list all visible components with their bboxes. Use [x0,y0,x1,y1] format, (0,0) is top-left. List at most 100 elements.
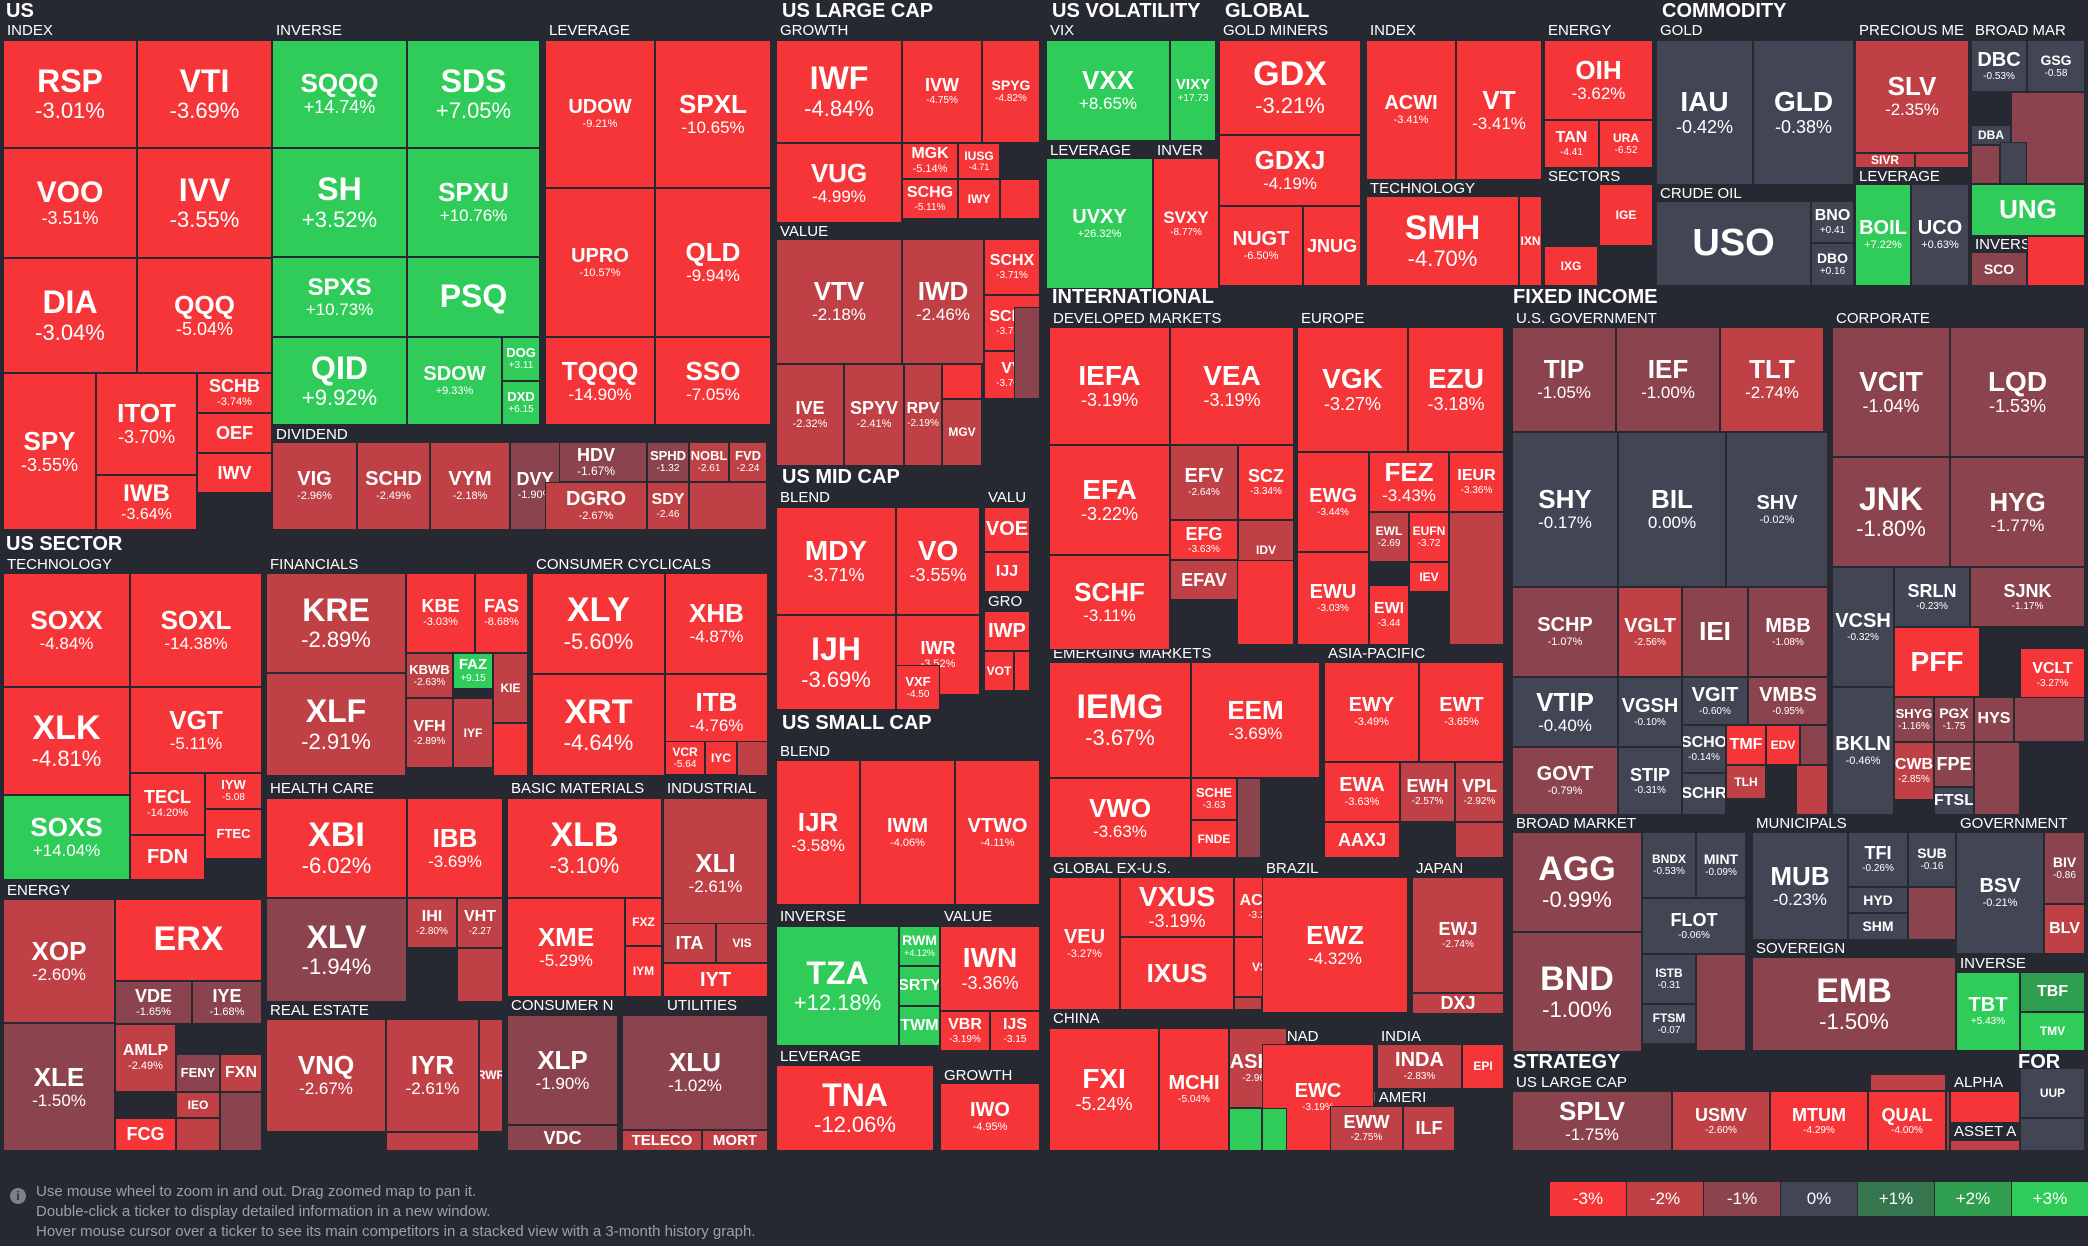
ticker-tile-hdv[interactable]: HDV -1.67% [545,442,647,482]
ticker-tile-slv[interactable]: SLV -2.35% [1855,40,1969,153]
ticker-tile-xlf[interactable]: XLF -2.91% [266,673,406,776]
ticker-tile-uso[interactable]: USO [1656,201,1811,286]
ticker-tile-iau[interactable]: IAU -0.42% [1656,40,1753,185]
ticker-tile-vbr[interactable]: VBR -3.19% [940,1011,990,1051]
ticker-tile-ixn[interactable]: IXN [1519,196,1542,286]
ticker-tile-boil[interactable]: BOIL +7.22% [1855,184,1911,286]
minor-ticker-tile[interactable] [176,1118,220,1151]
minor-ticker-tile[interactable] [1237,778,1261,858]
ticker-tile-tna[interactable]: TNA -12.06% [776,1065,934,1151]
ticker-tile-ewt[interactable]: EWT -3.65% [1419,662,1504,762]
ticker-tile-vt[interactable]: VT -3.41% [1456,40,1542,180]
ticker-tile-rwm[interactable]: RWM +4.12% [899,926,940,966]
ticker-tile-ita[interactable]: ITA [663,923,716,963]
ticker-tile-voo[interactable]: VOO -3.51% [3,148,137,258]
ticker-tile-fvd[interactable]: FVD -2.24 [729,442,767,482]
ticker-tile-vo[interactable]: VO -3.55% [896,507,980,615]
ticker-tile-voe[interactable]: VOE [984,507,1030,552]
minor-ticker-tile[interactable] [1455,822,1504,858]
ticker-tile-ijj[interactable]: IJJ [984,552,1030,592]
ticker-tile-sds[interactable]: SDS +7.05% [407,40,540,148]
ticker-tile-vpl[interactable]: VPL -2.92% [1455,762,1504,822]
ticker-tile-dog[interactable]: DOG +3.11 [502,337,540,381]
ticker-tile-sh[interactable]: SH +3.52% [272,148,407,257]
ticker-tile-shy[interactable]: SHY -0.17% [1512,432,1618,587]
ticker-tile-vmbs[interactable]: VMBS -0.95% [1748,677,1828,725]
ticker-tile-fxn[interactable]: FXN [220,1054,262,1092]
ticker-tile-oih[interactable]: OIH -3.62% [1544,40,1653,120]
ticker-tile-vug[interactable]: VUG -4.99% [776,143,902,223]
ticker-tile-spyg[interactable]: SPYG -4.82% [982,40,1040,143]
ticker-tile-vot[interactable]: VOT [984,651,1014,691]
ticker-tile-ewz[interactable]: EWZ -4.32% [1262,877,1408,1013]
ticker-tile-stip[interactable]: STIP -0.31% [1618,747,1682,815]
minor-ticker-tile[interactable] [1908,887,1956,940]
ticker-tile-shyg[interactable]: SHYG -1.16% [1894,697,1934,742]
ticker-tile-iefa[interactable]: IEFA -3.19% [1049,327,1170,445]
ticker-tile-ewl[interactable]: EWL -2.69 [1369,512,1409,562]
ticker-tile-efav[interactable]: EFAV [1170,560,1238,600]
ticker-tile-mchi[interactable]: MCHI -5.04% [1159,1028,1229,1151]
ticker-tile-schp[interactable]: SCHP -1.07% [1512,587,1618,677]
ticker-tile-sphd[interactable]: SPHD -1.32 [647,442,689,482]
ticker-tile-bil[interactable]: BIL 0.00% [1618,432,1726,587]
ticker-tile-ixus[interactable]: IXUS [1120,937,1234,1010]
ticker-tile-sdy[interactable]: SDY -2.46 [647,482,689,530]
ticker-tile-vxus[interactable]: VXUS -3.19% [1120,877,1234,937]
ticker-tile-gdxj[interactable]: GDXJ -4.19% [1219,135,1361,206]
ticker-tile-tqqq[interactable]: TQQQ -14.90% [545,337,655,425]
ticker-tile-vnq[interactable]: VNQ -2.67% [266,1019,386,1132]
ticker-tile-tecl[interactable]: TECL -14.20% [130,773,205,835]
ticker-tile-fas[interactable]: FAS -8.68% [475,573,528,653]
ticker-tile-sjnk[interactable]: SJNK -1.17% [1970,567,2085,627]
ticker-tile-iwo[interactable]: IWO -4.95% [940,1083,1040,1151]
ticker-tile-qid[interactable]: QID +9.92% [272,337,407,425]
minor-ticker-tile[interactable] [2020,1118,2085,1151]
ticker-tile-fdn[interactable]: FDN [130,835,205,880]
ticker-tile-shm[interactable]: SHM [1848,913,1908,940]
ticker-tile-qld[interactable]: QLD -9.94% [655,188,771,337]
ticker-tile-cwb[interactable]: CWB -2.85% [1894,742,1934,800]
ticker-tile-vfh[interactable]: VFH -2.89% [406,698,453,768]
ticker-tile-tip[interactable]: TIP -1.05% [1512,327,1616,432]
ticker-tile-ieur[interactable]: IEUR -3.36% [1449,452,1504,512]
ticker-tile-srln[interactable]: SRLN -0.23% [1894,567,1970,627]
ticker-tile-erx[interactable]: ERX [115,899,262,981]
ticker-tile-lqd[interactable]: LQD -1.53% [1950,327,2085,457]
ticker-tile-jnug[interactable]: JNUG [1303,206,1361,286]
ticker-tile-tlh[interactable]: TLH [1726,765,1766,799]
ticker-tile-teleco[interactable]: TELECO [622,1130,702,1151]
ticker-tile-iwp[interactable]: IWP [984,611,1030,651]
ticker-tile-ibb[interactable]: IBB -3.69% [407,798,503,898]
ticker-tile-vdc[interactable]: VDC [507,1125,618,1151]
ticker-tile-kie[interactable]: KIE [493,653,528,723]
ticker-tile-twm[interactable]: TWM [899,1006,940,1046]
ticker-tile-udow[interactable]: UDOW -9.21% [545,40,655,188]
ticker-tile-scz[interactable]: SCZ -3.34% [1238,445,1294,520]
minor-ticker-tile[interactable] [1971,145,2000,184]
ticker-tile-soxx[interactable]: SOXX -4.84% [3,573,130,687]
ticker-tile-iev[interactable]: IEV [1409,562,1449,592]
ticker-tile-spxl[interactable]: SPXL -10.65% [655,40,771,188]
ticker-tile-svxy[interactable]: SVXY -8.77% [1153,158,1219,289]
ticker-tile-vis[interactable]: VIS [716,923,768,963]
ticker-tile-vcit[interactable]: VCIT -1.04% [1832,327,1950,457]
ticker-tile-uup[interactable]: UUP [2020,1068,2085,1118]
ticker-tile-mgk[interactable]: MGK -5.14% [902,143,958,179]
ticker-tile-ieo[interactable]: IEO [176,1092,220,1118]
ticker-tile-vixy[interactable]: VIXY +17.73 [1170,40,1216,141]
ticker-tile-uco[interactable]: UCO +0.63% [1911,184,1969,286]
minor-ticker-tile[interactable] [1870,1074,1946,1091]
ticker-tile-bno[interactable]: BNO +0.41 [1811,201,1854,243]
ticker-tile-tza[interactable]: TZA +12.18% [776,926,899,1046]
ticker-tile-tfi[interactable]: TFI -0.26% [1848,832,1908,887]
ticker-tile-istb[interactable]: ISTB -0.31 [1642,954,1696,1004]
ticker-tile-vwo[interactable]: VWO -3.63% [1049,778,1191,858]
ticker-tile-inda[interactable]: INDA -2.83% [1377,1044,1462,1089]
ticker-tile-iwv[interactable]: IWV [197,453,272,493]
ticker-tile-aaxj[interactable]: AAXJ [1324,822,1400,858]
minor-ticker-tile[interactable] [386,1132,479,1151]
ticker-tile-vde[interactable]: VDE -1.65% [115,981,192,1024]
ticker-tile-dba[interactable]: DBA [1971,125,2011,145]
ticker-tile-ilf[interactable]: ILF [1403,1106,1455,1151]
